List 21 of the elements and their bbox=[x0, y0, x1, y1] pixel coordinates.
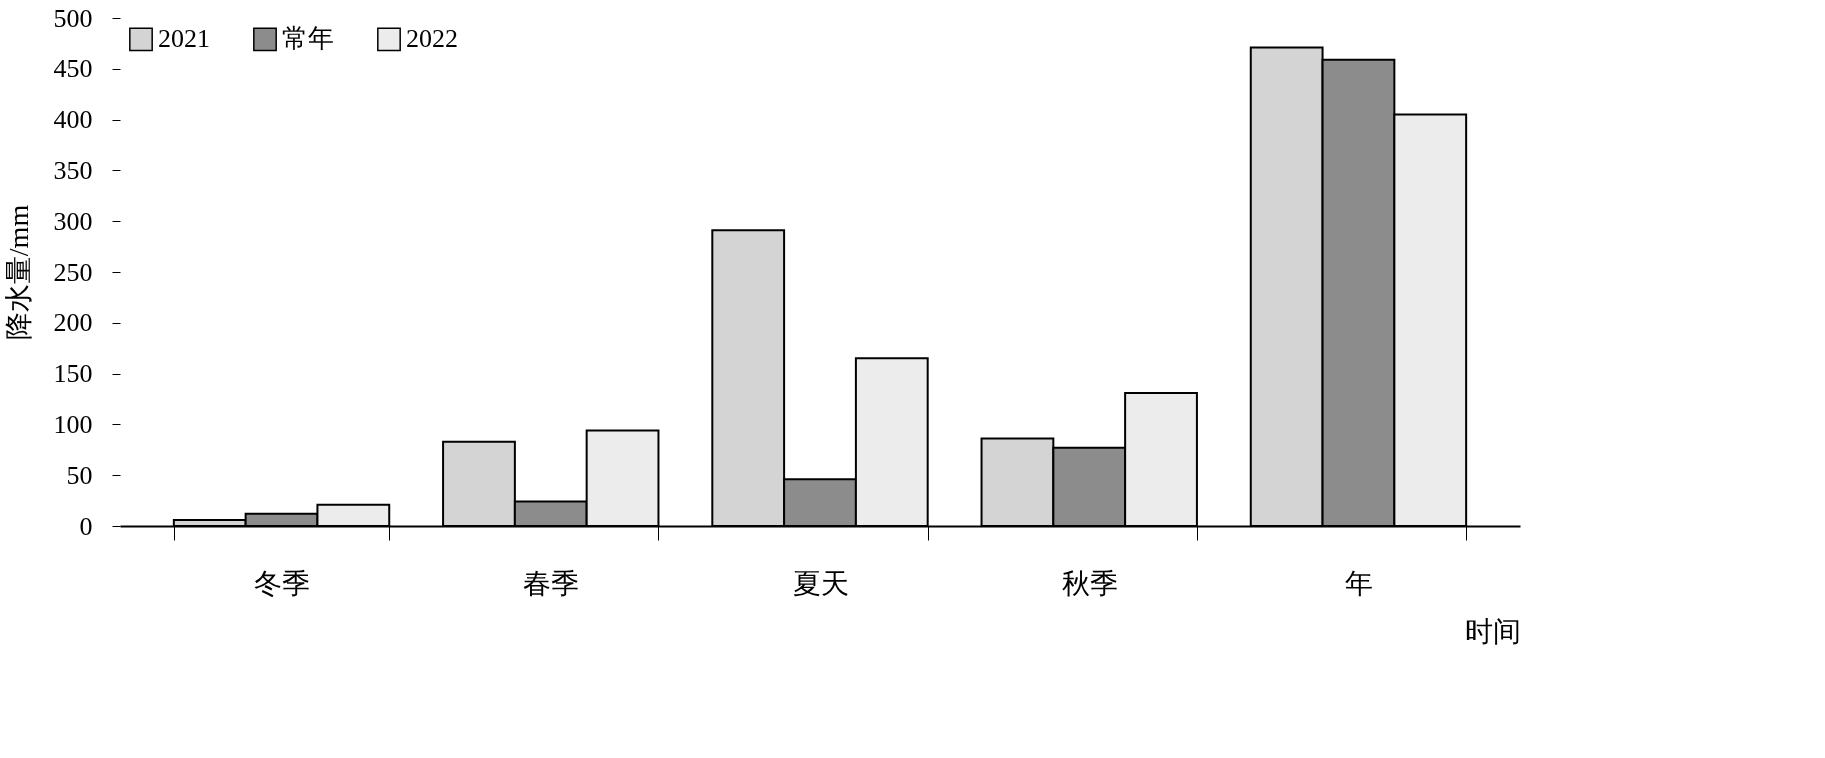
y-tick-label: 150 bbox=[53, 359, 93, 389]
x-tick-label: 夏天 bbox=[792, 567, 849, 599]
legend-label: 2021 bbox=[158, 24, 210, 54]
y-tick-label: 350 bbox=[53, 155, 93, 185]
y-tick-label: 100 bbox=[53, 409, 93, 439]
x-tick-label: 秋季 bbox=[1061, 567, 1118, 599]
y-tick-label: 400 bbox=[53, 105, 93, 135]
x-tick-label: 年 bbox=[1344, 567, 1373, 599]
y-tick-label: 450 bbox=[53, 54, 93, 84]
y-tick-label: 0 bbox=[79, 511, 93, 541]
y-tick-label: 50 bbox=[66, 460, 93, 490]
legend-label: 常年 bbox=[282, 24, 334, 54]
x-tick-label: 冬季 bbox=[254, 567, 311, 599]
y-tick-label: 300 bbox=[53, 206, 93, 236]
x-tick-label: 春季 bbox=[523, 567, 580, 599]
y-axis-title: 降水量/mm bbox=[2, 204, 34, 341]
legend-label: 2022 bbox=[406, 24, 458, 54]
y-tick-label: 200 bbox=[53, 308, 93, 338]
y-tick-label: 250 bbox=[53, 257, 93, 287]
y-tick-label: 500 bbox=[53, 3, 93, 33]
x-axis-title: 时间 bbox=[1464, 615, 1521, 647]
